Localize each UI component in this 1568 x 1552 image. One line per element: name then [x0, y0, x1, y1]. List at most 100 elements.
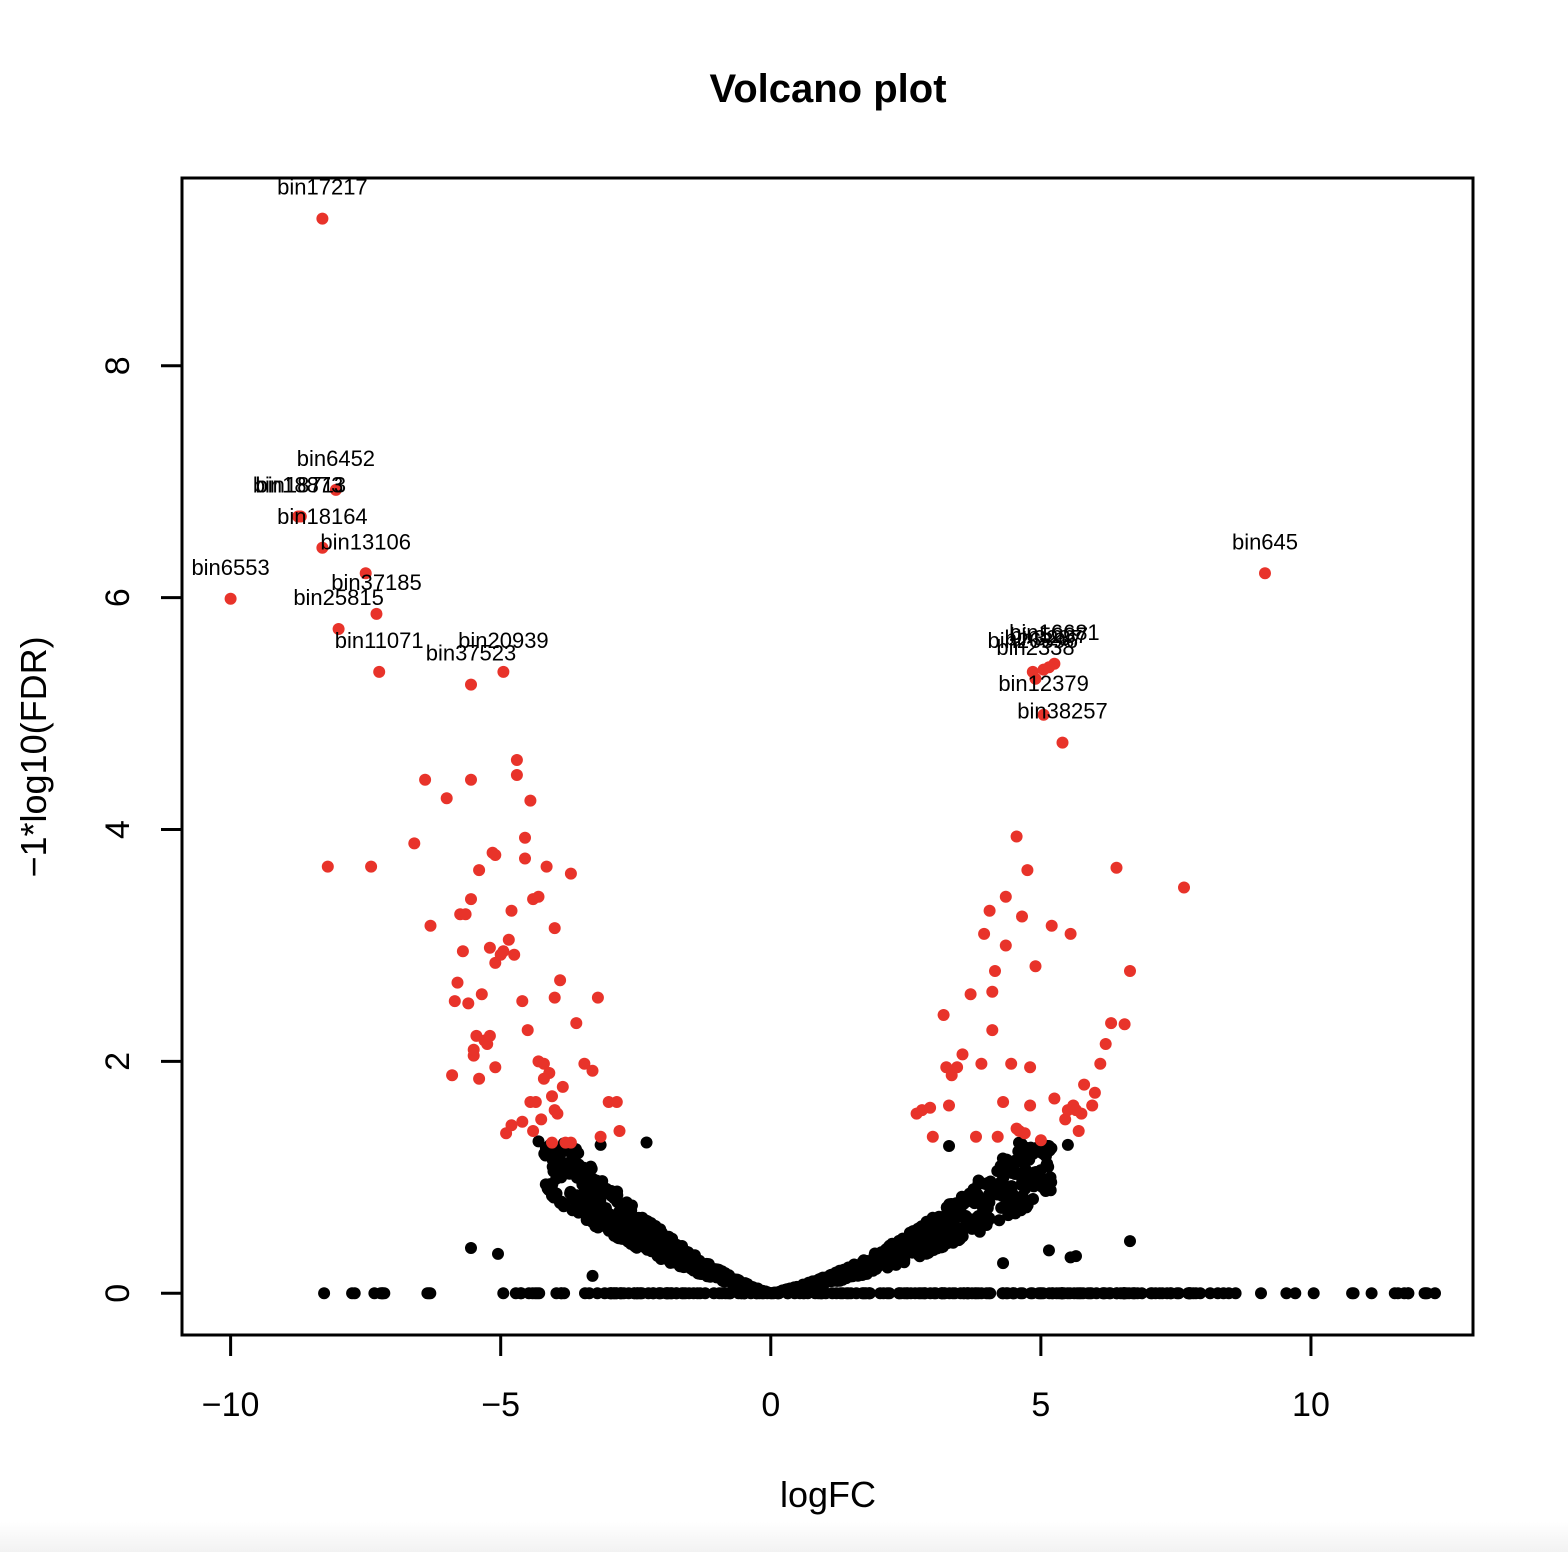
data-point [1016, 1155, 1029, 1168]
x-tick-label: 5 [1031, 1386, 1050, 1424]
significant-point [546, 1136, 558, 1149]
significant-point [1110, 861, 1123, 874]
data-point [938, 1228, 951, 1241]
significant-point [1034, 1134, 1047, 1147]
data-point [1289, 1287, 1302, 1300]
data-point [1009, 1202, 1022, 1215]
data-point [1032, 1287, 1045, 1300]
point-label: bin6553 [191, 555, 269, 580]
significant-point [975, 1057, 988, 1070]
point-labels: bin17217bin6452bin18873bin18713bin18164b… [191, 175, 1298, 724]
x-tick-label: −10 [202, 1386, 260, 1424]
point-label: bin38257 [1017, 699, 1108, 724]
significant-point [473, 864, 486, 877]
window-bottom-band [0, 1522, 1568, 1552]
significant-point [532, 890, 545, 903]
significant-point [983, 904, 996, 917]
labeled-point [294, 510, 307, 523]
significant-point [613, 1125, 626, 1137]
significant-point [578, 1057, 591, 1070]
point-label: bin16681 [1009, 620, 1100, 645]
data-point [1307, 1287, 1320, 1300]
labeled-point [370, 607, 383, 620]
significant-point [1010, 830, 1023, 843]
significant-point [986, 985, 999, 998]
data-point [962, 1192, 975, 1205]
data-point [464, 1242, 477, 1255]
data-point [1149, 1287, 1162, 1300]
data-point [591, 1201, 604, 1214]
significant-point [446, 1069, 459, 1082]
data-point [993, 1214, 1006, 1227]
data-point [622, 1231, 635, 1244]
labeled-point [224, 592, 237, 605]
data-point [1118, 1287, 1131, 1300]
significant-point [610, 1096, 623, 1108]
data-point [582, 1196, 595, 1209]
data-point [368, 1287, 381, 1300]
labeled-point [373, 665, 386, 678]
data-point [538, 1147, 551, 1160]
data-point [1189, 1287, 1202, 1300]
significant-point [459, 908, 472, 921]
significant-point [537, 1072, 550, 1085]
labeled-point [1029, 672, 1042, 685]
data-point [422, 1287, 435, 1300]
significant-point [956, 1048, 969, 1061]
data-point [937, 1238, 950, 1251]
data-point [1061, 1287, 1074, 1300]
data-point [1204, 1287, 1217, 1300]
labeled-point [465, 678, 477, 691]
data-point [640, 1136, 653, 1149]
data-point [972, 1210, 985, 1223]
data-point [633, 1211, 645, 1224]
significant-point [594, 1130, 607, 1143]
y-tick-label: 0 [99, 1284, 137, 1303]
data-point [1217, 1287, 1230, 1300]
y-tick-label: 6 [99, 588, 137, 607]
significant-point [489, 849, 502, 861]
labeled-point [329, 483, 342, 496]
significant-point [1005, 1057, 1018, 1070]
data-point [699, 1287, 712, 1300]
data-point [607, 1187, 620, 1200]
significant-point [1072, 1125, 1085, 1137]
point-label: bin26396 [988, 628, 1079, 653]
data-point [1171, 1287, 1184, 1300]
significant-point [1021, 864, 1034, 877]
significant-point [516, 1115, 529, 1128]
data-point [318, 1287, 331, 1300]
data-point [722, 1287, 735, 1300]
significant-point [365, 860, 378, 873]
data-point [914, 1287, 927, 1300]
data-point [605, 1287, 618, 1300]
significant-point [419, 773, 432, 786]
x-tick-label: 0 [761, 1386, 780, 1424]
data-point [1123, 1235, 1136, 1248]
data-point [842, 1269, 855, 1282]
data-point [772, 1286, 785, 1299]
significant-point [989, 965, 1001, 977]
data-point [1040, 1159, 1053, 1172]
x-tick-label: 10 [1292, 1386, 1330, 1424]
y-tick-label: 2 [99, 1052, 137, 1071]
data-point [898, 1287, 911, 1300]
data-point [997, 1257, 1010, 1270]
data-point [660, 1287, 673, 1300]
data-point [972, 1287, 985, 1300]
data-point [905, 1231, 917, 1244]
data-point [1421, 1287, 1434, 1300]
data-point [1388, 1287, 1401, 1300]
data-point [491, 1247, 504, 1260]
significant-point [926, 1130, 939, 1143]
significant-point [1016, 910, 1028, 923]
significant-point [1024, 1099, 1037, 1112]
data-point [532, 1135, 545, 1148]
significant-point [321, 860, 334, 873]
significant-point [529, 1096, 542, 1108]
data-point [346, 1287, 359, 1300]
data-point [924, 1219, 937, 1231]
data-point [558, 1287, 571, 1300]
data-point [987, 1179, 1000, 1192]
data-point [586, 1269, 599, 1282]
